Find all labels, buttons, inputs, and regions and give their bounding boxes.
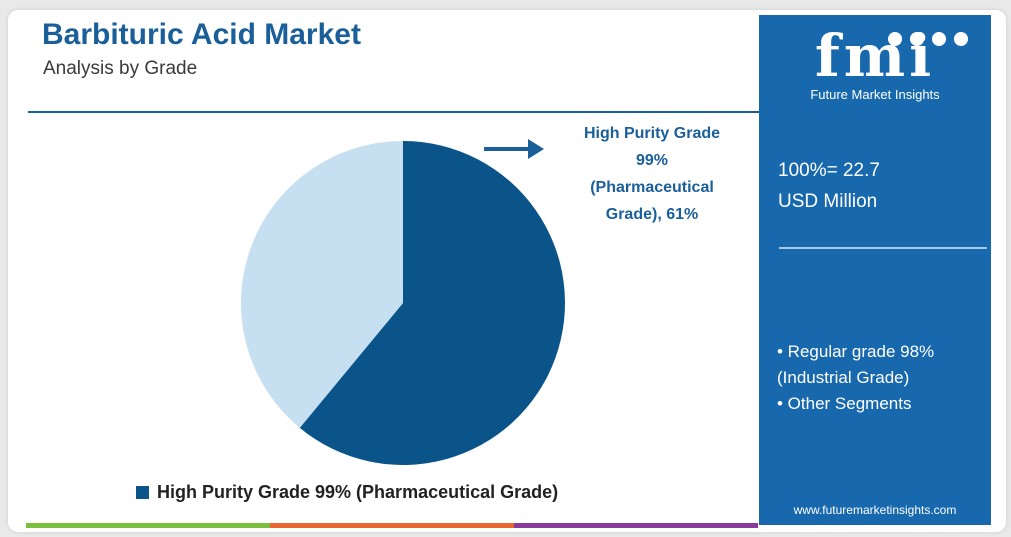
market-total: 100%= 22.7 USD Million	[778, 155, 880, 217]
callout-line-1: High Purity Grade	[583, 125, 721, 142]
logo-text: Future Market Insights	[810, 87, 940, 102]
callout-arrow-icon	[484, 139, 544, 159]
market-total-unit: USD Million	[778, 191, 878, 212]
market-total-value: 100%= 22.7	[778, 160, 880, 181]
bottom-bar-purple	[514, 523, 758, 528]
side-panel: fmi Future Market Insights 100%= 22.7 US…	[759, 15, 991, 525]
legend-swatch	[136, 486, 149, 499]
logo-dots-icon	[887, 32, 968, 46]
callout-line-4: Grade), 61%	[605, 206, 699, 223]
legend-label: High Purity Grade 99% (Pharmaceutical Gr…	[157, 482, 559, 502]
website-link[interactable]: www.futuremarketinsights.com	[793, 503, 957, 517]
fmi-logo-mark: fmi	[815, 27, 968, 85]
segment-list: • Regular grade 98% (Industrial Grade) •…	[777, 339, 934, 417]
segment-item: • Other Segments	[777, 394, 912, 413]
header-divider	[28, 111, 759, 113]
chart-title: Barbituric Acid Market	[42, 18, 361, 51]
callout-line-3: (Pharmaceutical	[590, 179, 714, 196]
pie-slice-1	[241, 141, 403, 428]
chart-legend: High Purity Grade 99% (Pharmaceutical Gr…	[136, 482, 558, 503]
segment-item: (Industrial Grade)	[777, 368, 910, 387]
pie-slice-0	[299, 141, 565, 466]
pie-chart	[241, 141, 565, 466]
slice-callout: High Purity Grade 99% (Pharmaceutical Gr…	[564, 120, 740, 228]
bottom-bar-green	[26, 523, 270, 528]
bottom-color-bar	[26, 523, 758, 528]
segment-item: • Regular grade 98%	[777, 342, 935, 361]
chart-subtitle: Analysis by Grade	[43, 58, 198, 79]
callout-line-2: 99%	[635, 152, 669, 169]
panel-divider	[779, 247, 987, 249]
fmi-logo: fmi Future Market Insights	[759, 27, 991, 102]
report-card: Barbituric Acid Market Analysis by Grade…	[8, 10, 1006, 532]
bottom-bar-orange	[270, 523, 514, 528]
